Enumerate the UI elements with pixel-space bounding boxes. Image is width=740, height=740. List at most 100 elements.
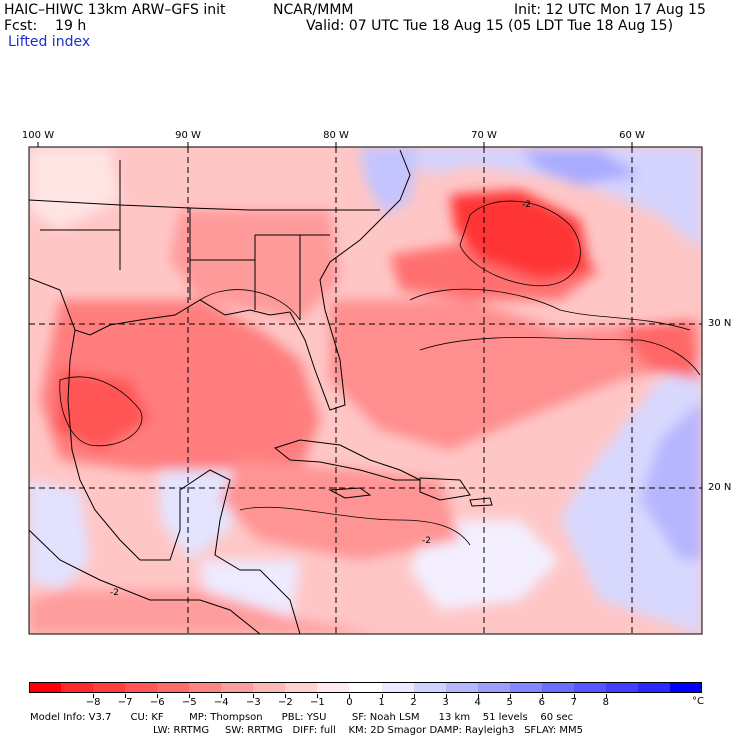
colorbar-swatch bbox=[637, 682, 671, 693]
lon-label-60w: 60 W bbox=[619, 130, 645, 141]
colorbar-swatch bbox=[221, 682, 254, 693]
colorbar-swatch bbox=[509, 682, 543, 693]
colorbar-swatch bbox=[253, 682, 286, 693]
contour-label: -2 bbox=[110, 588, 119, 598]
lat-label-30n: 30 N bbox=[708, 318, 732, 329]
colorbar-tick-label: 7 bbox=[570, 697, 577, 708]
stable-region-northeast-core bbox=[520, 150, 640, 185]
map-frame bbox=[28, 146, 703, 635]
forecast-hour: Fcst: 19 h bbox=[4, 18, 87, 34]
unstable-core-atlantic bbox=[450, 190, 590, 280]
colorbar-tick-label: 1 bbox=[378, 697, 385, 708]
contour-west-gulf bbox=[59, 376, 143, 447]
colorbar-tick bbox=[477, 694, 479, 698]
colorbar-tick-label: −7 bbox=[117, 697, 133, 708]
colorbar-swatch bbox=[29, 682, 62, 693]
contour-caribbean bbox=[239, 506, 471, 546]
mexico-gulf-coast bbox=[67, 329, 141, 561]
colorbar-tick-label: 8 bbox=[602, 697, 610, 708]
colorbar-tick-label: −8 bbox=[85, 697, 101, 708]
colorbar-swatch bbox=[669, 682, 703, 693]
valid-time: Valid: 07 UTC Tue 18 Aug 15 (05 LDT Tue … bbox=[306, 18, 674, 34]
colorbar-swatch bbox=[349, 682, 383, 693]
colorbar-tick-label: 4 bbox=[474, 697, 481, 708]
unstable-region-bahamas bbox=[330, 300, 700, 450]
yucatan-central-america-coast bbox=[140, 469, 301, 634]
colorbar-swatch bbox=[125, 682, 158, 693]
model-info-line2: LW: RRTMG SW: RRTMG DIFF: full KM: 2D Sm… bbox=[153, 725, 583, 736]
unstable-core-west-gulf bbox=[55, 370, 150, 450]
colorbar-swatch bbox=[541, 682, 575, 693]
jamaica bbox=[328, 487, 372, 499]
colorbar-tick bbox=[605, 694, 607, 698]
colorbar-tick-label: 5 bbox=[506, 697, 513, 708]
colorbar-tick bbox=[541, 694, 543, 698]
colorbar-tick-label: 0 bbox=[346, 697, 353, 708]
colorbar-swatch bbox=[317, 682, 350, 693]
unstable-region-caribbean bbox=[220, 460, 460, 560]
lon-ticks bbox=[37, 142, 633, 147]
colorbar-tick bbox=[221, 694, 223, 698]
colorbar-swatch bbox=[477, 682, 511, 693]
contour-atlantic bbox=[459, 200, 581, 287]
colorbar-tick bbox=[349, 694, 351, 698]
init-time: Init: 12 UTC Mon 17 Aug 15 bbox=[514, 2, 706, 18]
model-info-line1: Model Info: V3.7 CU: KF MP: Thompson PBL… bbox=[30, 712, 574, 723]
hispaniola bbox=[419, 477, 471, 501]
unstable-core-east bbox=[620, 320, 700, 380]
lat-label-20n: 20 N bbox=[708, 482, 732, 493]
colorbar-swatch bbox=[573, 682, 607, 693]
map-field: -2 -2 -2 bbox=[29, 147, 702, 634]
puerto-rico bbox=[469, 497, 493, 507]
lon-label-90w: 90 W bbox=[175, 130, 201, 141]
colorbar-swatch bbox=[413, 682, 447, 693]
contour-label: -2 bbox=[522, 200, 531, 210]
lon-label-80w: 80 W bbox=[323, 130, 349, 141]
field-name: Lifted index bbox=[8, 34, 91, 50]
colorbar-tick bbox=[317, 694, 319, 698]
lon-label-100w: 100 W bbox=[21, 130, 55, 141]
unstable-region-pacific bbox=[29, 590, 380, 634]
colorbar-tick-label: 2 bbox=[410, 697, 417, 708]
colorbar-tick-label: −2 bbox=[278, 697, 293, 708]
colorbar-tick bbox=[445, 694, 447, 698]
stable-region-mid-atlantic bbox=[360, 147, 420, 215]
graticule bbox=[29, 147, 702, 634]
colorbar-tick bbox=[573, 694, 575, 698]
colorbar-tick bbox=[381, 694, 383, 698]
colorbar-swatch bbox=[381, 682, 415, 693]
stable-region-mexico bbox=[29, 480, 90, 590]
colorbar-tick bbox=[509, 694, 511, 698]
colorbar-tick-label: −1 bbox=[310, 697, 325, 708]
pacific-coast bbox=[29, 529, 261, 634]
colorbar-tick bbox=[285, 694, 287, 698]
model-title: HAIC–HIWC 13km ARW–GFS init bbox=[4, 2, 226, 18]
us-state-borders bbox=[40, 160, 330, 320]
stable-region-east bbox=[560, 360, 702, 634]
colorbar-swatch bbox=[61, 682, 94, 693]
colorbar-swatch bbox=[189, 682, 222, 693]
colorbar-tick-label: 6 bbox=[538, 697, 545, 708]
colorbar-tick-label: −6 bbox=[149, 697, 165, 708]
weak-region-northwest bbox=[29, 147, 120, 230]
contour-southeast bbox=[199, 289, 301, 321]
us-gulf-atlantic-coast bbox=[29, 149, 411, 411]
lon-label-70w: 70 W bbox=[471, 130, 497, 141]
colorbar-unit: °C bbox=[692, 696, 704, 707]
colorbar-tick bbox=[157, 694, 159, 698]
colorbar-swatch bbox=[157, 682, 190, 693]
us-state-border-1 bbox=[29, 199, 380, 211]
contour-label: -2 bbox=[422, 536, 431, 546]
colorbar-tick bbox=[125, 694, 127, 698]
colorbar-tick bbox=[93, 694, 95, 698]
stable-region-east-core bbox=[640, 400, 702, 560]
colorbar-tick-label: −5 bbox=[181, 697, 197, 708]
colorbar-outline bbox=[29, 682, 702, 693]
colorbar-swatch bbox=[445, 682, 479, 693]
colorbar-tick-label: 3 bbox=[442, 697, 449, 708]
colorbar-tick bbox=[189, 694, 191, 698]
colorbar-tick bbox=[413, 694, 415, 698]
colorbar-tick-label: −3 bbox=[245, 697, 261, 708]
colorbar-swatch bbox=[605, 682, 639, 693]
